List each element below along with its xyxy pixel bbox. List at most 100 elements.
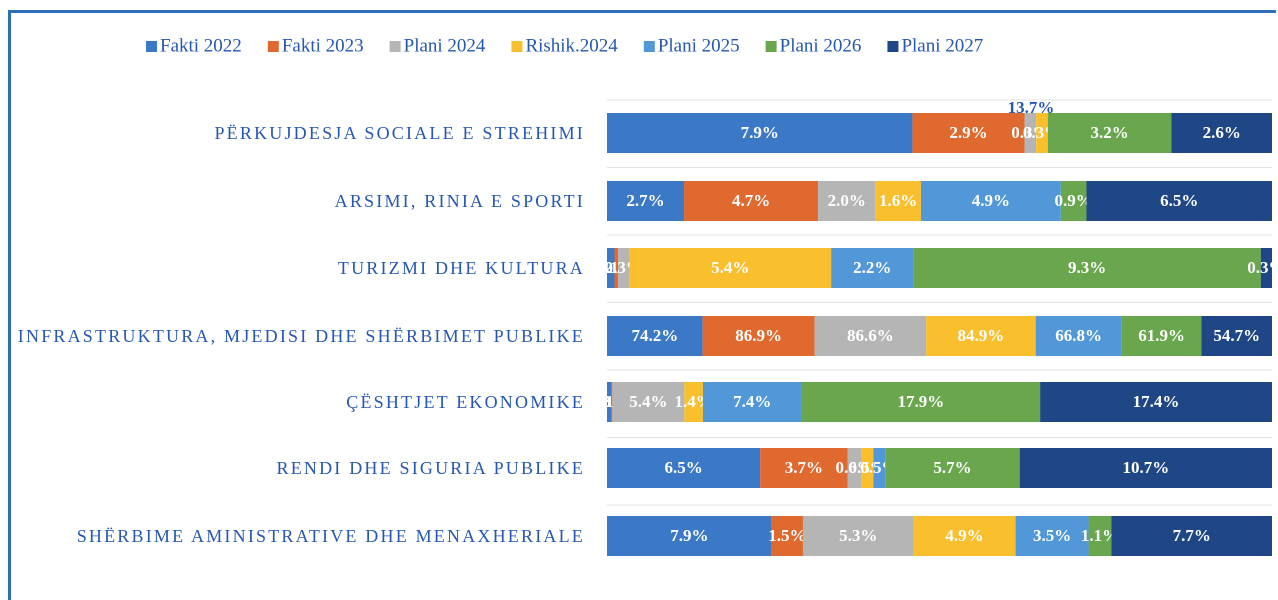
data-label: 2.7% xyxy=(626,191,664,210)
data-label: 5.3% xyxy=(839,526,877,545)
bar-segment xyxy=(802,516,914,556)
bar-segment xyxy=(926,316,1036,356)
bar-segment xyxy=(607,382,611,422)
legend-label: Plani 2027 xyxy=(901,35,983,56)
bar-segment xyxy=(1260,248,1272,288)
data-label: 7.7% xyxy=(1173,526,1211,545)
legend-label: Plani 2024 xyxy=(404,35,486,56)
data-label: 84.9% xyxy=(958,326,1005,345)
data-label: 86.6% xyxy=(847,326,894,345)
legend-swatch xyxy=(887,41,899,52)
data-label: 7.9% xyxy=(670,526,708,545)
bar-segment xyxy=(607,248,615,288)
category-label: ÇËSHTJET EKONOMIKE xyxy=(346,392,585,412)
data-label: 6.5% xyxy=(1160,191,1198,210)
bar-segment xyxy=(702,382,802,422)
data-label: 2.6% xyxy=(1203,123,1241,142)
data-label: 4.7% xyxy=(732,191,770,210)
bar-segment xyxy=(1111,516,1272,556)
legend-label: Fakti 2022 xyxy=(160,35,242,56)
data-label: 61.9% xyxy=(1138,326,1185,345)
bar-segment xyxy=(801,382,1041,422)
bar-segment xyxy=(861,448,874,488)
bar-segment xyxy=(607,316,703,356)
data-label: 17.4% xyxy=(1133,392,1180,411)
data-label: 1.5% xyxy=(768,526,806,545)
data-label: 2.9% xyxy=(949,123,987,142)
bar-segment xyxy=(1121,316,1202,356)
data-label: 0.3% xyxy=(1247,258,1278,277)
bar-segment xyxy=(702,316,815,356)
bar-segment xyxy=(1201,316,1272,356)
data-label: 2.2% xyxy=(853,258,891,277)
bar-segment xyxy=(607,516,772,556)
bar-segment xyxy=(614,248,619,288)
category-label: ARSIMI, RINIA E SPORTI xyxy=(334,191,585,211)
bar-segment xyxy=(684,181,819,221)
data-label: 86.9% xyxy=(735,326,782,345)
legend-swatch xyxy=(643,41,655,52)
data-label: 6.5% xyxy=(665,458,703,477)
bar-segment xyxy=(818,181,876,221)
bar-segment xyxy=(1019,448,1272,488)
bar-segment xyxy=(920,181,1061,221)
legend-swatch xyxy=(389,41,401,52)
bar-segment xyxy=(607,181,685,221)
data-label: 4.9% xyxy=(945,526,983,545)
data-label: 2.0% xyxy=(828,191,866,210)
bar-segment xyxy=(771,516,803,556)
data-label: 3.5% xyxy=(1033,526,1071,545)
bar-segment xyxy=(814,316,927,356)
bar-segment xyxy=(612,382,685,422)
data-label: 9.3% xyxy=(1068,258,1106,277)
bar-segment xyxy=(1015,516,1089,556)
bar-segment xyxy=(875,181,921,221)
bar-segment xyxy=(885,448,1020,488)
data-label: 74.2% xyxy=(631,326,678,345)
bar-segment xyxy=(1047,113,1172,153)
bar-segment xyxy=(913,248,1261,288)
legend-swatch xyxy=(511,41,523,52)
legend-label: Rishik.2024 xyxy=(525,35,618,56)
bar-segment xyxy=(618,248,630,288)
data-label: 7.9% xyxy=(741,123,779,142)
bar-segment xyxy=(1035,316,1122,356)
category-label: TURIZMI DHE KULTURA xyxy=(337,258,585,278)
legend-swatch xyxy=(146,41,157,52)
data-label: 5.7% xyxy=(933,458,971,477)
data-label: 1.1% xyxy=(1081,526,1119,545)
legend-swatch xyxy=(765,41,777,52)
bar-segment xyxy=(607,113,913,153)
data-label: 3.7% xyxy=(785,458,823,477)
bar-segment xyxy=(1171,113,1272,153)
bar-segment xyxy=(610,382,613,422)
bar-segment xyxy=(913,516,1016,556)
data-label: 5.4% xyxy=(711,258,749,277)
bar-segment xyxy=(912,113,1025,153)
data-label: 4.9% xyxy=(972,191,1010,210)
bar-segment xyxy=(847,448,862,488)
category-label: SHËRBIME AMINISTRATIVE DHE MENAXHERIALE xyxy=(76,526,585,546)
data-label: 0.9% xyxy=(1055,191,1093,210)
data-label: 17.9% xyxy=(897,392,944,411)
frame xyxy=(8,10,1276,600)
data-label: 7.4% xyxy=(733,392,771,411)
bar-segment xyxy=(1040,382,1272,422)
annotation: 13.7% xyxy=(1008,98,1055,117)
data-label: 1.6% xyxy=(879,191,917,210)
data-label: 66.8% xyxy=(1055,326,1102,345)
category-label: RENDI DHE SIGURIA PUBLIKE xyxy=(276,458,585,478)
data-label: 54.7% xyxy=(1213,326,1260,345)
bar-segment xyxy=(1086,181,1272,221)
bar-segment xyxy=(831,248,914,288)
bar-segment xyxy=(629,248,832,288)
legend-swatch xyxy=(267,41,279,52)
data-label: 3.2% xyxy=(1090,123,1128,142)
bar-segment xyxy=(1060,181,1087,221)
data-label: 5.4% xyxy=(629,392,667,411)
legend-label: Plani 2025 xyxy=(658,35,740,56)
bar-segment xyxy=(1036,113,1048,153)
legend-label: Plani 2026 xyxy=(780,35,862,56)
